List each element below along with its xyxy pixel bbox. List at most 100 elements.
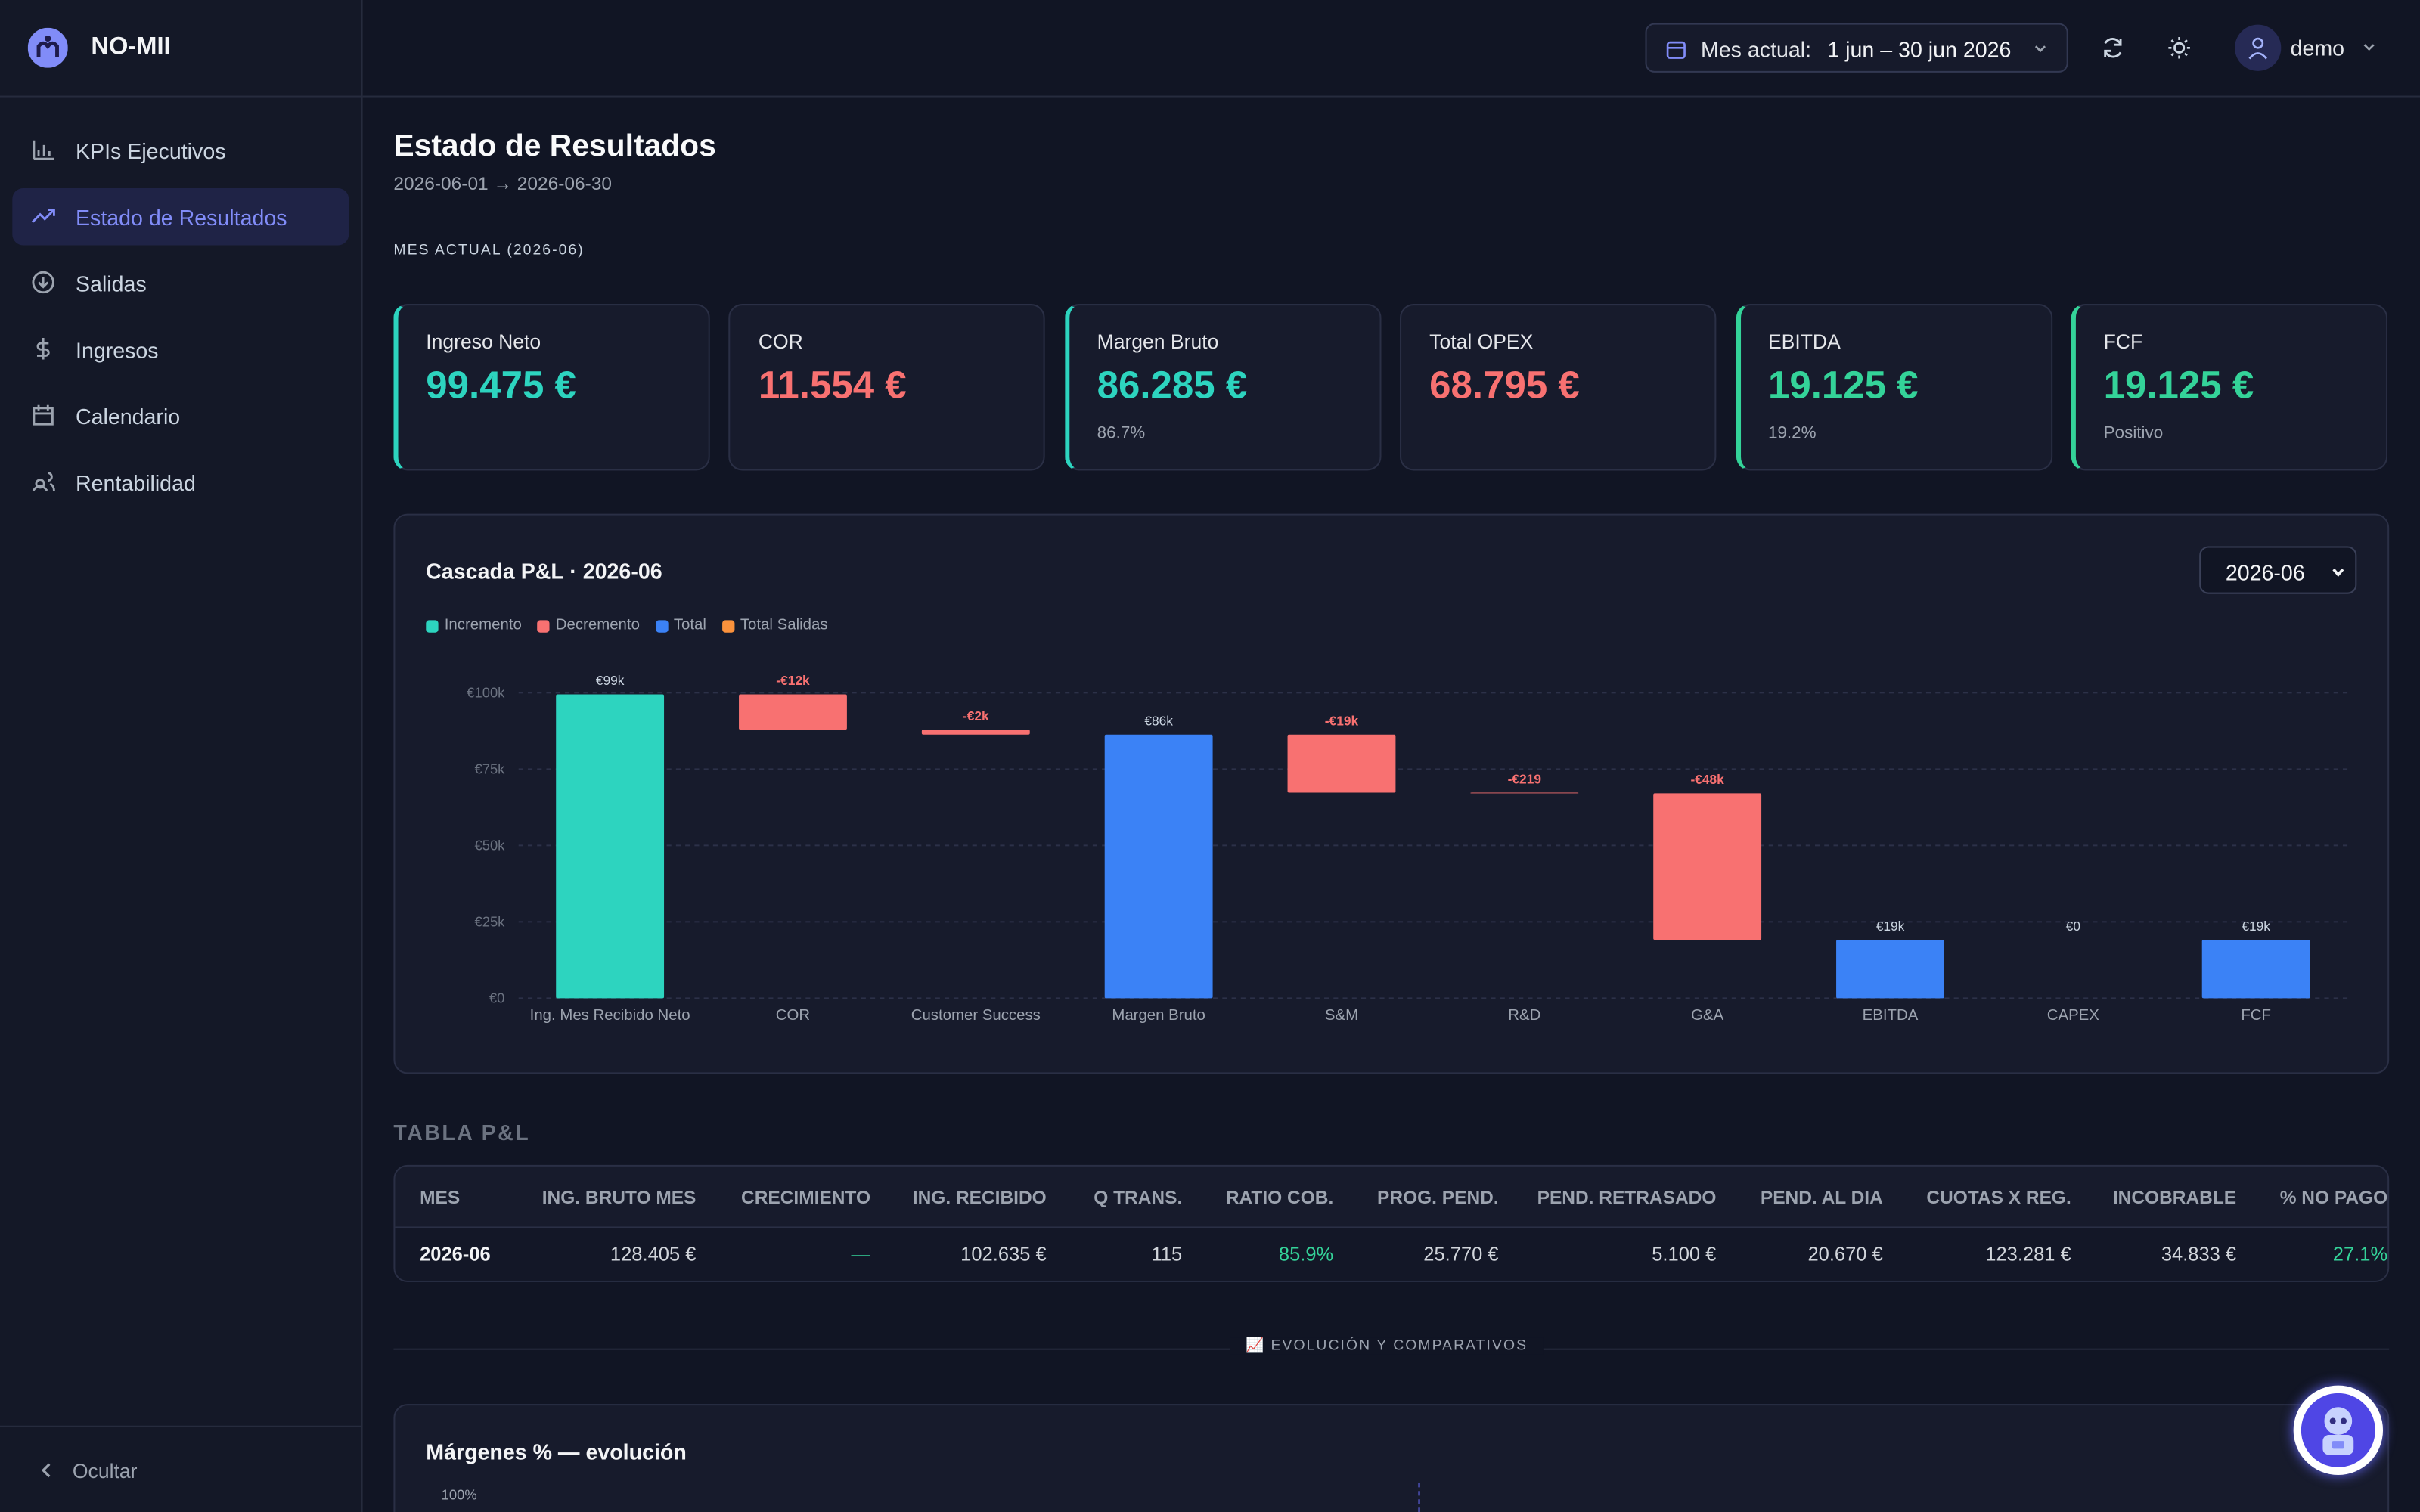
kpi-card: EBITDA 19.125 € 19.2% (1736, 304, 2052, 471)
nav-icon-path (32, 472, 55, 491)
nav-label[interactable]: Calendario (76, 403, 181, 429)
table-header: PEND. RETRASADO (1537, 1186, 1717, 1208)
avatar[interactable] (2235, 24, 2282, 71)
brand-name: NO-MII (91, 33, 171, 60)
month-select[interactable]: 2026-06 (2199, 546, 2357, 594)
nav-label[interactable]: KPIs Ejecutivos (76, 138, 226, 163)
user-icon (2248, 37, 2267, 60)
nav-icon (33, 140, 54, 160)
kpi-card: COR 11.554 € (729, 304, 1046, 471)
nav-label[interactable]: Salidas (76, 271, 147, 296)
x-tick-label: R&D (1508, 1007, 1540, 1024)
legend-item[interactable]: Incremento (426, 617, 522, 634)
nav-item[interactable]: KPIs Ejecutivos (12, 122, 349, 179)
table-header: CRECIMIENTO (741, 1186, 871, 1208)
kpi-label: Total OPEX (1429, 330, 1534, 354)
kpi-card: Ingreso Neto 99.475 € (393, 304, 710, 471)
y-tick-label: €0 (489, 990, 504, 1006)
table-cell: — (851, 1243, 871, 1266)
value-label: -€19k (1325, 714, 1359, 729)
nav-item[interactable]: Estado de Resultados (12, 187, 349, 246)
nav-item[interactable]: Salidas (12, 255, 349, 312)
kpi-value: 19.125 € (1767, 364, 1919, 407)
nav-icon-path (33, 140, 54, 160)
x-tick-label: Margen Bruto (1112, 1007, 1205, 1024)
legend-label: Incremento (444, 617, 522, 634)
kpi-card: Margen Bruto 86.285 € 86.7% (1064, 304, 1382, 471)
bar[interactable] (1470, 792, 1579, 794)
nav-item[interactable]: Rentabilidad (12, 454, 349, 511)
user-dropdown[interactable] (2361, 40, 2376, 55)
table-header: Q TRANS. (1094, 1186, 1183, 1208)
bar[interactable] (556, 694, 665, 999)
bar[interactable] (1104, 734, 1213, 999)
y-tick-label: €100k (467, 684, 505, 700)
nav-label[interactable]: Estado de Resultados (76, 204, 287, 230)
value-label: €19k (1876, 919, 1905, 934)
bar[interactable] (1287, 734, 1396, 793)
user-name[interactable]: demo (2290, 35, 2345, 60)
legend-item[interactable]: Total Salidas (721, 617, 828, 634)
section-divider-label: 📈 EVOLUCIÓN Y COMPARATIVOS (1230, 1337, 1544, 1355)
period-picker[interactable]: Mes actual: 1 jun – 30 jun 2026 (1645, 23, 2068, 73)
kpi-label: EBITDA (1767, 330, 1841, 354)
x-tick-label: S&M (1325, 1007, 1358, 1024)
bar[interactable] (739, 694, 847, 730)
kpi-value: 99.475 € (426, 364, 576, 407)
value-label: €99k (596, 673, 625, 688)
calendar-icon (1666, 41, 1686, 59)
bar[interactable] (2201, 940, 2310, 999)
kpi-value: 19.125 € (2103, 364, 2254, 407)
period-label: Mes actual: (1700, 36, 1812, 62)
legend-swatch (537, 619, 550, 632)
legend-swatch (721, 619, 734, 632)
nav-item[interactable]: Ingresos (12, 321, 349, 378)
evolution-top-tick: 100% (441, 1487, 477, 1503)
legend: Incremento Decremento Total Total Salidas (426, 617, 828, 634)
nav-icon (31, 209, 55, 223)
kpi-label: FCF (2103, 330, 2143, 354)
table-cell: 20.670 € (1807, 1243, 1883, 1266)
table-header: PEND. AL DIA (1760, 1186, 1883, 1208)
page-title: Estado de Resultados (393, 129, 716, 164)
x-tick-label: Ing. Mes Recibido Neto (530, 1007, 690, 1024)
kpi-note: 86.7% (1097, 424, 1146, 443)
value-label: -€48k (1690, 772, 1724, 787)
y-tick-label: €25k (475, 914, 506, 930)
assistant-icon (2301, 1393, 2375, 1467)
month-select-value: 2026-06 (2225, 559, 2305, 585)
nav-label[interactable]: Ingresos (76, 336, 159, 362)
table-cell: 25.770 € (1423, 1243, 1499, 1266)
assistant-button[interactable] (2293, 1385, 2384, 1476)
legend-item[interactable]: Total (655, 617, 706, 634)
collapse-bar[interactable]: Ocultar (0, 1425, 361, 1512)
legend-item[interactable]: Decremento (537, 617, 640, 634)
x-tick-label: EBITDA (1863, 1007, 1919, 1024)
table-cell: 115 (1151, 1243, 1183, 1266)
theme-button[interactable] (2167, 36, 2192, 60)
bar[interactable] (921, 730, 1030, 735)
table-header: RATIO COB. (1225, 1186, 1334, 1208)
chart-title: Cascada P&L · 2026-06 (426, 558, 662, 584)
nav-icon (36, 337, 50, 360)
table-header: INCOBRABLE (2112, 1186, 2237, 1208)
y-tick-label: €75k (475, 761, 506, 776)
kpi-label: Margen Bruto (1097, 330, 1219, 354)
refresh-button[interactable] (2101, 36, 2126, 60)
kpi-note: Positivo (2103, 424, 2164, 443)
y-tick-label: €50k (475, 837, 506, 853)
table-cell: 85.9% (1278, 1243, 1334, 1266)
table-header: ING. BRUTO MES (541, 1186, 697, 1208)
x-tick-label: COR (776, 1007, 810, 1024)
nav-icon (33, 404, 54, 426)
collapse-label: Ocultar (72, 1459, 138, 1483)
table-cell: 34.833 € (2161, 1243, 2237, 1266)
nav-label[interactable]: Rentabilidad (76, 469, 196, 495)
nav-item[interactable]: Calendario (12, 387, 349, 445)
bar[interactable] (1653, 793, 1762, 940)
kpi-card: Total OPEX 68.795 € (1400, 304, 1717, 471)
bar[interactable] (1836, 940, 1944, 999)
value-label: €86k (1144, 714, 1173, 729)
kpi-card: FCF 19.125 € Positivo (2071, 304, 2388, 471)
